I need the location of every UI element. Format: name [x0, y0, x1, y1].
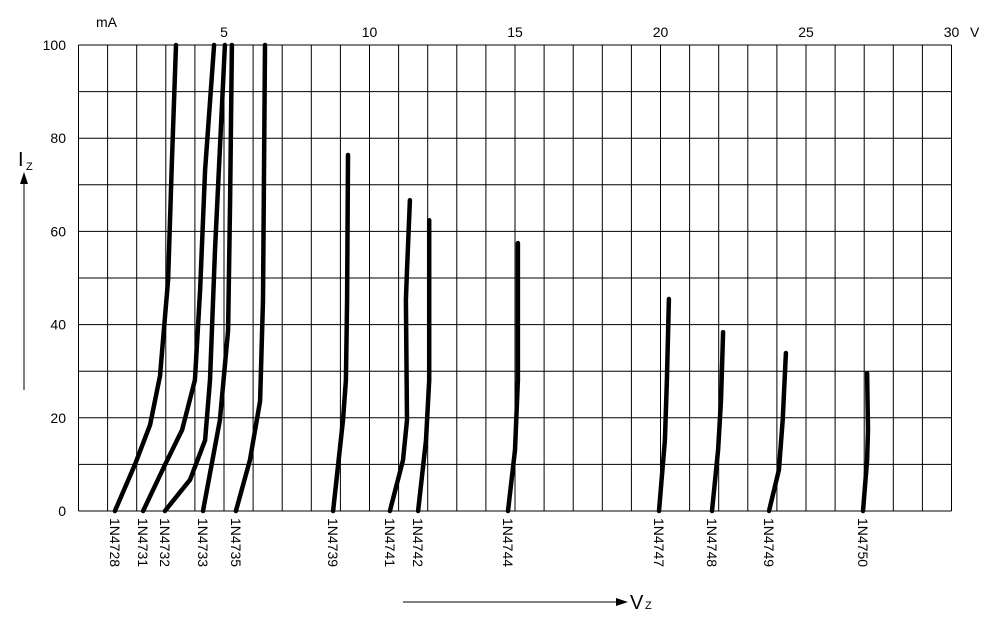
series-label: 1N4748 [704, 518, 720, 567]
y-label-symbol: I [18, 149, 24, 171]
zener-curve [709, 329, 726, 514]
series-label: 1N4750 [855, 518, 871, 567]
zener-curve [415, 217, 432, 514]
series-label: 1N4733 [195, 518, 211, 567]
zener-curve [387, 197, 413, 514]
zener-curve [200, 42, 235, 514]
y-label-subscript: Z [26, 161, 33, 173]
x-tick-label: 10 [362, 24, 378, 40]
x-tick-label: 20 [653, 24, 669, 40]
series-label: 1N4747 [651, 518, 667, 567]
y-arrowhead [20, 172, 28, 184]
series-label: 1N4731 [135, 518, 151, 567]
series-label: 1N4732 [157, 518, 173, 567]
y-tick-label: 0 [58, 503, 66, 519]
y-tick-label: 20 [50, 410, 66, 426]
series-label: 1N4744 [500, 518, 516, 567]
x-label-symbol: V [630, 592, 644, 614]
zener-curve [656, 296, 672, 514]
zener-curve [766, 350, 789, 514]
y-tick-label: 80 [50, 130, 66, 146]
zener-curve [162, 42, 228, 514]
x-tick-label: 5 [220, 24, 228, 40]
zener-curve [233, 42, 268, 514]
y-tick-label: 40 [50, 317, 66, 333]
x-label-subscript: Z [645, 600, 652, 612]
x-tick-label: 25 [798, 24, 814, 40]
zener-curve [860, 370, 871, 514]
x-tick-label: 30 [944, 24, 960, 40]
zener-curve [140, 42, 217, 514]
y-unit: mA [96, 14, 118, 30]
zener-curve [505, 240, 521, 514]
series-label: 1N4742 [410, 518, 426, 567]
x-arrowhead [616, 598, 628, 606]
x-tick-label: 15 [507, 24, 523, 40]
series-label: 1N4739 [325, 518, 341, 567]
series-label: 1N4728 [107, 518, 123, 567]
y-tick-label: 60 [50, 223, 66, 239]
series-label: 1N4749 [761, 518, 777, 567]
zener-curve [112, 42, 179, 514]
series-label: 1N4741 [382, 518, 398, 567]
x-unit: V [970, 24, 980, 40]
y-tick-label: 100 [43, 37, 67, 53]
series-label: 1N4735 [228, 518, 244, 567]
zener-curve [330, 152, 351, 514]
